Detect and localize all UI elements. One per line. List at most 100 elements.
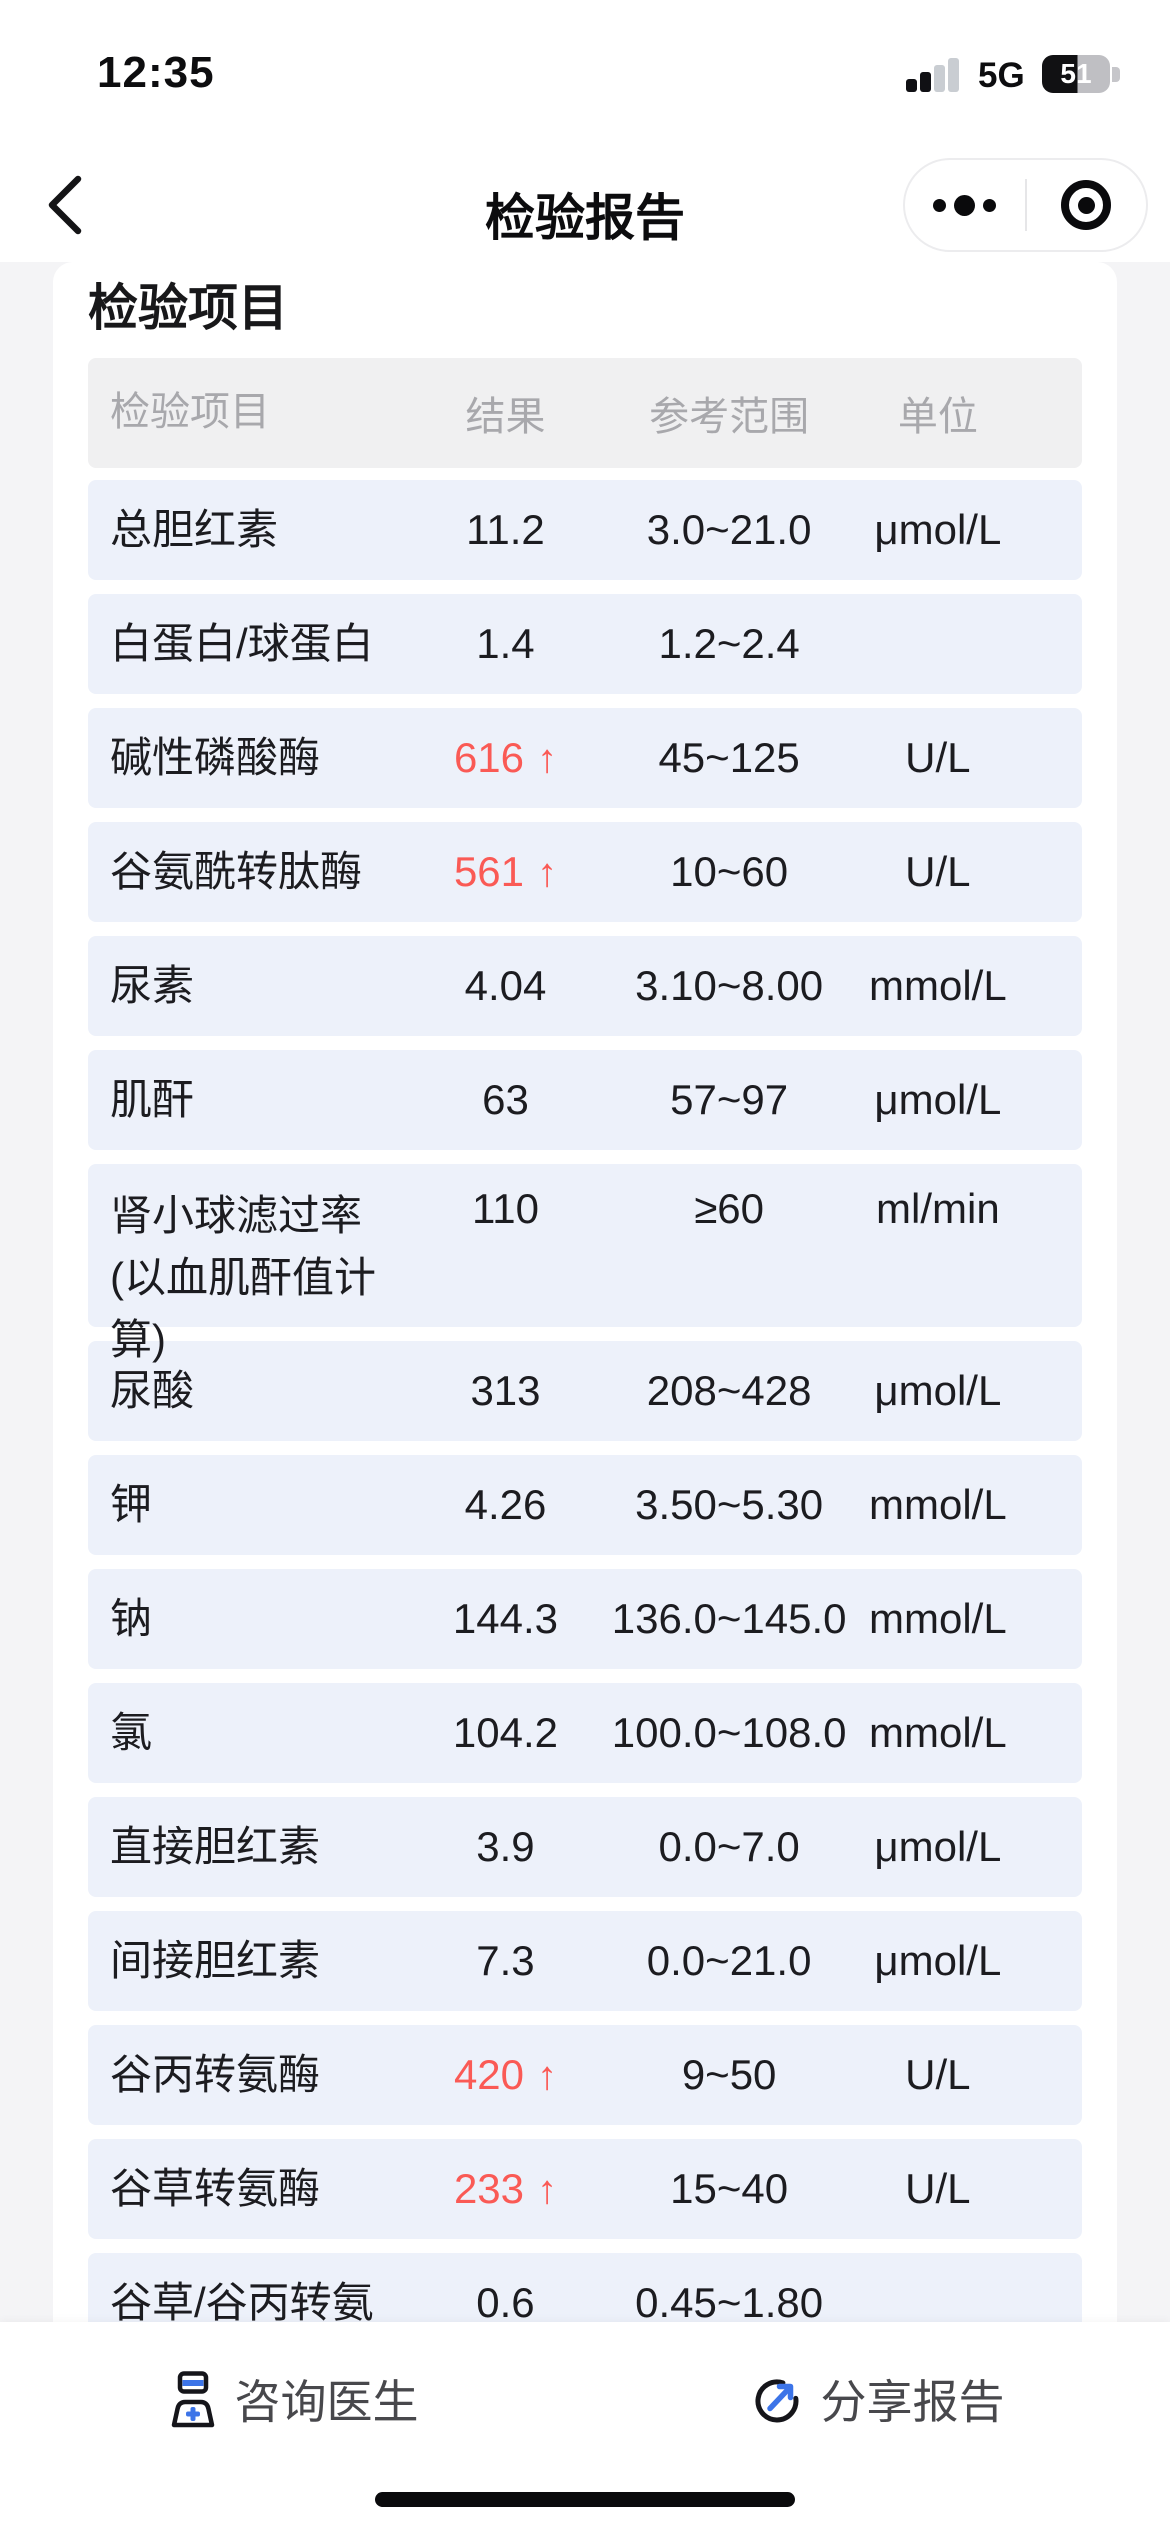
table-row: 碱性磷酸酶 616 ↑ 45~125 U/L [88, 708, 1082, 808]
cell-unit: μmol/L [874, 1076, 1002, 1123]
table-row: 谷丙转氨酶 420 ↑ 9~50 U/L [88, 2025, 1082, 2125]
more-options-button[interactable] [905, 160, 1025, 250]
cell-result: 104.2 [452, 1709, 559, 1756]
cell-unit: U/L [905, 2051, 971, 2098]
table-row: 氯 104.2 100.0~108.0 mmol/L [88, 1683, 1082, 1783]
cell-range: 0.0~7.0 [658, 1823, 800, 1870]
cell-name: 谷氨酰转肽酶 [110, 847, 363, 895]
table-row: 尿素 4.04 3.10~8.00 mmol/L [88, 936, 1082, 1036]
cell-unit: μmol/L [874, 1937, 1002, 1984]
cell-result: 110 [471, 1185, 539, 1232]
battery-percent: 51 [1060, 58, 1092, 89]
cell-range: 136.0~145.0 [611, 1595, 847, 1642]
cell-result: 3.9 [476, 1823, 535, 1870]
table-row: 总胆红素 11.2 3.0~21.0 μmol/L [88, 480, 1082, 580]
cell-range: 100.0~108.0 [611, 1709, 847, 1756]
lab-results-table: 检验项目 结果 参考范围 单位 总胆红素 11.2 3.0~21.0 μmol/L 白蛋… [88, 358, 1082, 2322]
cell-result: 0.6 [476, 2279, 535, 2322]
status-time: 12:35 [97, 48, 215, 97]
cell-result: 233 ↑ [453, 2165, 558, 2212]
cell-unit: U/L [905, 2165, 971, 2212]
cell-result: 4.26 [464, 1481, 547, 1528]
cell-result: 616 ↑ [453, 734, 558, 781]
cell-name: 钾 [110, 1480, 153, 1528]
cell-name: 尿酸 [110, 1366, 195, 1414]
table-header-row: 检验项目 结果 参考范围 单位 [88, 358, 1082, 468]
cell-name: 钠 [110, 1594, 153, 1642]
cell-range: 45~125 [658, 734, 800, 781]
table-row: 谷草转氨酶 233 ↑ 15~40 U/L [88, 2139, 1082, 2239]
cell-result: 1.4 [476, 620, 535, 667]
cell-range: ≥60 [694, 1185, 765, 1232]
header-result: 结果 [465, 395, 546, 439]
consult-doctor-button[interactable]: 咨询医生 [0, 2366, 585, 2432]
cell-range: 0.0~21.0 [646, 1937, 812, 1984]
header-item: 检验项目 [110, 390, 270, 435]
cell-result: 11.2 [466, 506, 545, 553]
cell-name: 谷草/谷丙转氨 [110, 2278, 374, 2322]
cell-range: 3.0~21.0 [646, 506, 812, 553]
share-arrow-icon [754, 2379, 798, 2423]
cell-result: 4.04 [464, 962, 547, 1009]
capsule-divider [1024, 179, 1027, 231]
table-row: 钾 4.26 3.50~5.30 mmol/L [88, 1455, 1082, 1555]
cell-unit: ml/min [876, 1185, 1000, 1232]
table-row: 直接胆红素 3.9 0.0~7.0 μmol/L [88, 1797, 1082, 1897]
cell-range: 1.2~2.4 [658, 620, 800, 667]
cell-unit: μmol/L [874, 506, 1002, 553]
cell-name: 碱性磷酸酶 [110, 733, 321, 781]
section-title: 检验项目 [88, 280, 288, 336]
consult-doctor-label: 咨询医生 [234, 2376, 419, 2428]
cell-range: 15~40 [670, 2165, 789, 2212]
cell-name: 直接胆红素 [110, 1822, 321, 1870]
table-row: 谷草/谷丙转氨 0.6 0.45~1.80 [88, 2253, 1082, 2322]
battery-nub [1112, 67, 1120, 82]
table-row: 钠 144.3 136.0~145.0 mmol/L [88, 1569, 1082, 1669]
report-card: 检验项目 检验项目 结果 参考范围 单位 总胆红素 11.2 3.0~21.0 μmo… [53, 262, 1117, 2322]
header-unit: 单位 [897, 395, 978, 439]
back-chevron-icon[interactable] [46, 174, 84, 236]
cell-name: 氯 [110, 1708, 153, 1756]
cell-name: 肾小球滤过率(以血肌酐值计算) [110, 1192, 376, 1364]
home-indicator[interactable] [375, 2492, 795, 2507]
network-type-label: 5G [978, 56, 1025, 95]
cell-range: 57~97 [670, 1076, 789, 1123]
miniprogram-capsule [903, 158, 1148, 252]
cell-range: 208~428 [646, 1367, 812, 1414]
cell-result: 420 ↑ [453, 2051, 558, 2098]
cell-unit: mmol/L [869, 962, 1007, 1009]
table-row: 谷氨酰转肽酶 561 ↑ 10~60 U/L [88, 822, 1082, 922]
share-report-label: 分享报告 [820, 2376, 1005, 2428]
cell-range: 9~50 [681, 2051, 777, 2098]
signal-strength-icon [906, 56, 968, 92]
cell-result: 144.3 [452, 1595, 559, 1642]
high-arrow-icon: ↑ [537, 851, 558, 895]
battery-icon: 51 [1042, 55, 1110, 93]
cell-unit: μmol/L [874, 1367, 1002, 1414]
cell-result: 313 [470, 1367, 541, 1414]
cell-unit: U/L [905, 734, 971, 781]
cell-name: 尿素 [110, 961, 195, 1009]
cell-unit: U/L [905, 848, 971, 895]
table-row: 尿酸 313 208~428 μmol/L [88, 1341, 1082, 1441]
cell-name: 谷丙转氨酶 [110, 2050, 321, 2098]
cell-name: 总胆红素 [110, 505, 279, 553]
cell-range: 10~60 [670, 848, 789, 895]
table-rows: 总胆红素 11.2 3.0~21.0 μmol/L 白蛋白/球蛋白 1.4 1.2~2.4 碱… [88, 480, 1082, 2322]
dot-icon [954, 194, 976, 216]
share-report-button[interactable]: 分享报告 [585, 2366, 1170, 2432]
target-circle-icon [1061, 180, 1112, 230]
top-bar: 12:35 5G 51 检验报告 [0, 0, 1170, 262]
close-minimize-button[interactable] [1027, 160, 1147, 250]
high-arrow-icon: ↑ [537, 2054, 558, 2098]
cell-unit: mmol/L [869, 1481, 1007, 1528]
cell-unit: μmol/L [874, 1823, 1002, 1870]
cell-name: 白蛋白/球蛋白 [110, 619, 374, 667]
cell-unit: mmol/L [869, 1709, 1007, 1756]
cell-range: 3.50~5.30 [635, 1481, 824, 1528]
cell-name: 谷草转氨酶 [110, 2164, 321, 2212]
dot-icon [983, 198, 997, 212]
table-row: 间接胆红素 7.3 0.0~21.0 μmol/L [88, 1911, 1082, 2011]
page-title: 检验报告 [485, 190, 685, 246]
